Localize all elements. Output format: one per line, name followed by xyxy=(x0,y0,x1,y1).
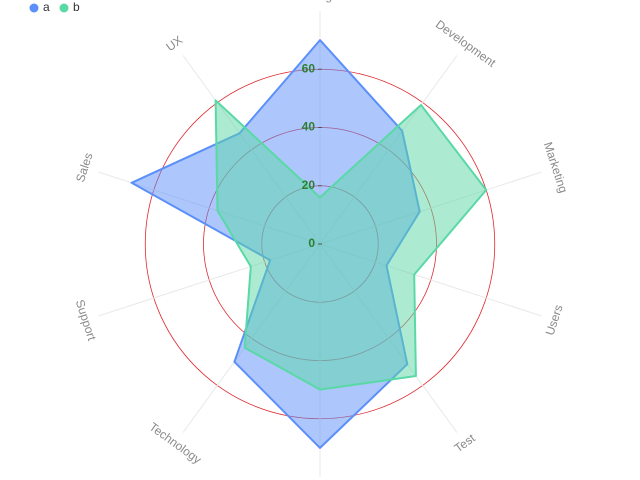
axis-label-users: Users xyxy=(543,303,566,337)
axis-label-marketing: Marketing xyxy=(541,140,571,194)
legend-item-b[interactable]: b xyxy=(59,0,81,14)
axis-label-development: Development xyxy=(433,17,499,70)
axis-label-support: Support xyxy=(73,298,100,343)
tick-label-20: 20 xyxy=(302,178,316,192)
tick-label-60: 60 xyxy=(302,61,316,75)
legend-item-a[interactable]: a xyxy=(29,0,51,14)
axis-label-test: Test xyxy=(452,431,479,456)
series-layer xyxy=(130,39,488,449)
tick-label-0: 0 xyxy=(308,236,315,250)
tick-label-40: 40 xyxy=(302,120,316,134)
tick-labels: 0 20 40 60 xyxy=(302,61,322,250)
legend-marker-b xyxy=(59,3,69,13)
legend-label-a: a xyxy=(43,0,50,14)
axis-label-ux: UX xyxy=(163,33,185,54)
axis-label-sales: Sales xyxy=(73,151,96,184)
axis-label-design: Design xyxy=(301,0,338,3)
legend-label-b: b xyxy=(73,0,80,14)
series-b-area[interactable] xyxy=(214,99,488,391)
legend-marker-a xyxy=(29,3,39,13)
axis-label-technology: Technology xyxy=(147,420,204,467)
